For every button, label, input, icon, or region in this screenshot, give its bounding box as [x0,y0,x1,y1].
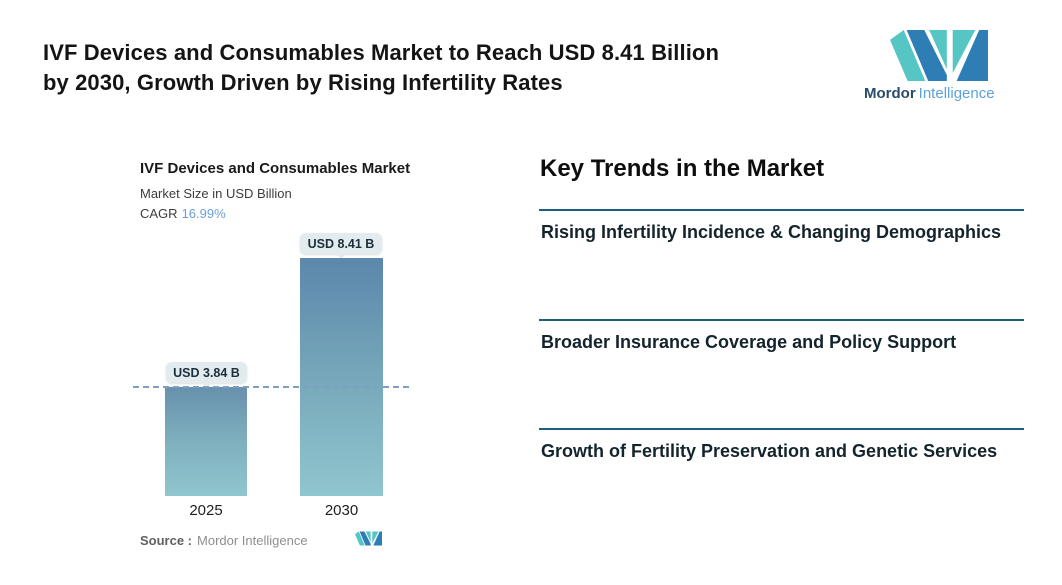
trend-item-1: Rising Infertility Incidence & Changing … [541,222,1002,242]
chart-title: IVF Devices and Consumables Market [140,160,411,177]
chart-cagr: CAGR 16.99% [140,206,226,221]
trends-heading: Key Trends in the Market [540,155,825,182]
cagr-label: CAGR [140,206,178,221]
brand-logo: Mordor Intelligence [864,30,995,102]
trend-divider-3 [539,428,1024,430]
page-title-line2: by 2030, Growth Driven by Rising Inferti… [43,70,563,95]
source-note: Source : Mordor Intelligence [140,533,308,548]
chart-subtitle: Market Size in USD Billion [140,186,292,201]
bar-2025 [165,387,247,496]
brand-name: Mordor Intelligence [864,85,995,102]
bar-value-callout-2025: USD 3.84 B [166,362,247,383]
trend-item-2: Broader Insurance Coverage and Policy Su… [541,332,957,352]
trend-divider-1 [539,209,1024,211]
cagr-value: 16.99% [181,206,226,221]
reference-dashed-line [133,386,412,388]
mordor-intelligence-mini-logo-icon [355,531,382,546]
bar-2030 [300,258,383,496]
x-axis-label-2030: 2030 [324,502,359,519]
trend-item-3: Growth of Fertility Preservation and Gen… [541,441,998,461]
x-axis-label-2025: 2025 [189,502,223,519]
mordor-intelligence-logo-icon [890,30,988,81]
source-label: Source : [140,533,193,548]
bar-value-callout-2030: USD 8.41 B [300,233,382,254]
brand-name-primary: Mordor [864,85,916,102]
page-title-line1: IVF Devices and Consumables Market to Re… [43,40,719,65]
source-value: Mordor Intelligence [197,533,308,548]
trend-divider-2 [539,319,1024,321]
page-title: IVF Devices and Consumables Market to Re… [43,38,863,98]
brand-name-secondary: Intelligence [918,85,995,102]
